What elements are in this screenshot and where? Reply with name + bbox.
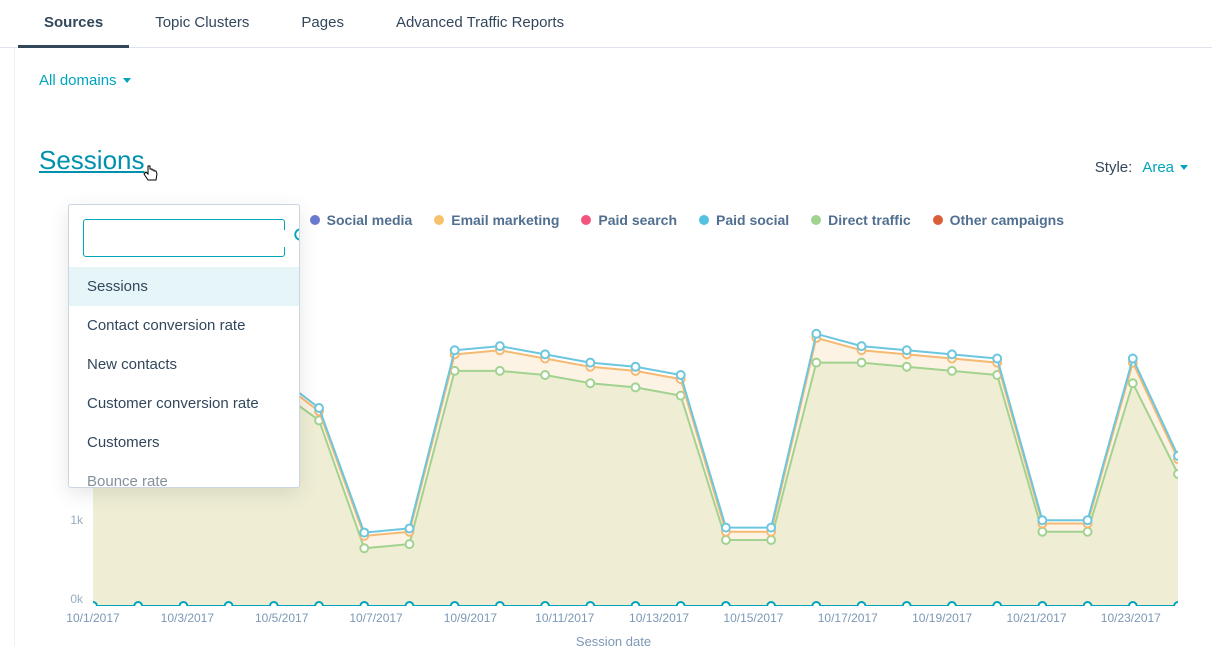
y-tick-label: 0k (59, 592, 83, 606)
x-tick-label: 10/13/2017 (629, 611, 689, 625)
search-icon (293, 227, 300, 250)
metric-option[interactable]: Contact conversion rate (69, 306, 299, 345)
domains-filter-label: All domains (39, 72, 117, 89)
x-tick-label: 10/21/2017 (1006, 611, 1066, 625)
tab-sources[interactable]: Sources (18, 0, 129, 48)
metric-option[interactable]: Customers (69, 423, 299, 462)
tab-topic-clusters[interactable]: Topic Clusters (129, 0, 275, 47)
x-tick-label: 10/23/2017 (1101, 611, 1161, 625)
metric-option-list: SessionsContact conversion rateNew conta… (69, 267, 299, 487)
tab-advanced-traffic[interactable]: Advanced Traffic Reports (370, 0, 590, 47)
cursor-hand-icon (143, 165, 159, 186)
x-tick-label: 10/19/2017 (912, 611, 972, 625)
legend-label: Paid search (598, 212, 677, 228)
tab-pages[interactable]: Pages (275, 0, 370, 47)
legend-item[interactable]: Email marketing (434, 212, 559, 228)
metric-search-input[interactable] (94, 230, 293, 247)
caret-down-icon (1180, 165, 1188, 170)
legend-item[interactable]: Direct traffic (811, 212, 910, 228)
metric-option[interactable]: New contacts (69, 345, 299, 384)
x-tick-label: 10/7/2017 (349, 611, 402, 625)
x-tick-label: 10/3/2017 (161, 611, 214, 625)
x-tick-label: 10/15/2017 (723, 611, 783, 625)
legend-dot-icon (434, 215, 444, 225)
x-tick-label: 10/9/2017 (444, 611, 497, 625)
legend-label: Email marketing (451, 212, 559, 228)
style-dropdown[interactable]: Area (1142, 159, 1188, 176)
metric-option[interactable]: Customer conversion rate (69, 384, 299, 423)
x-tick-label: 10/11/2017 (535, 611, 594, 625)
style-value: Area (1142, 159, 1174, 176)
x-tick-label: 10/17/2017 (818, 611, 878, 625)
legend-label: Other campaigns (950, 212, 1064, 228)
legend-label: Paid social (716, 212, 789, 228)
y-tick-label: 1k (59, 513, 83, 527)
metric-title-label: Sessions (39, 145, 145, 175)
legend-dot-icon (811, 215, 821, 225)
legend-item[interactable]: Social media (310, 212, 413, 228)
legend-dot-icon (581, 215, 591, 225)
legend-item[interactable]: Other campaigns (933, 212, 1064, 228)
legend-item[interactable]: Paid social (699, 212, 789, 228)
x-tick-label: 10/1/2017 (66, 611, 119, 625)
caret-down-icon (123, 78, 131, 83)
metric-title-dropdown[interactable]: Sessions (39, 145, 145, 176)
domains-filter-dropdown[interactable]: All domains (39, 72, 131, 89)
style-label: Style: (1095, 159, 1133, 176)
legend-dot-icon (933, 215, 943, 225)
legend-dot-icon (699, 215, 709, 225)
metric-option[interactable]: Bounce rate (69, 462, 299, 487)
legend-dot-icon (310, 215, 320, 225)
metric-option[interactable]: Sessions (69, 267, 299, 306)
x-axis-title: Session date (39, 634, 1188, 649)
metric-dropdown-popover: SessionsContact conversion rateNew conta… (68, 204, 300, 488)
report-tabs: Sources Topic Clusters Pages Advanced Tr… (0, 0, 1212, 48)
legend-item[interactable]: Paid search (581, 212, 677, 228)
x-tick-label: 10/5/2017 (255, 611, 308, 625)
legend-label: Social media (327, 212, 413, 228)
legend-label: Direct traffic (828, 212, 910, 228)
metric-search-box[interactable] (83, 219, 285, 257)
